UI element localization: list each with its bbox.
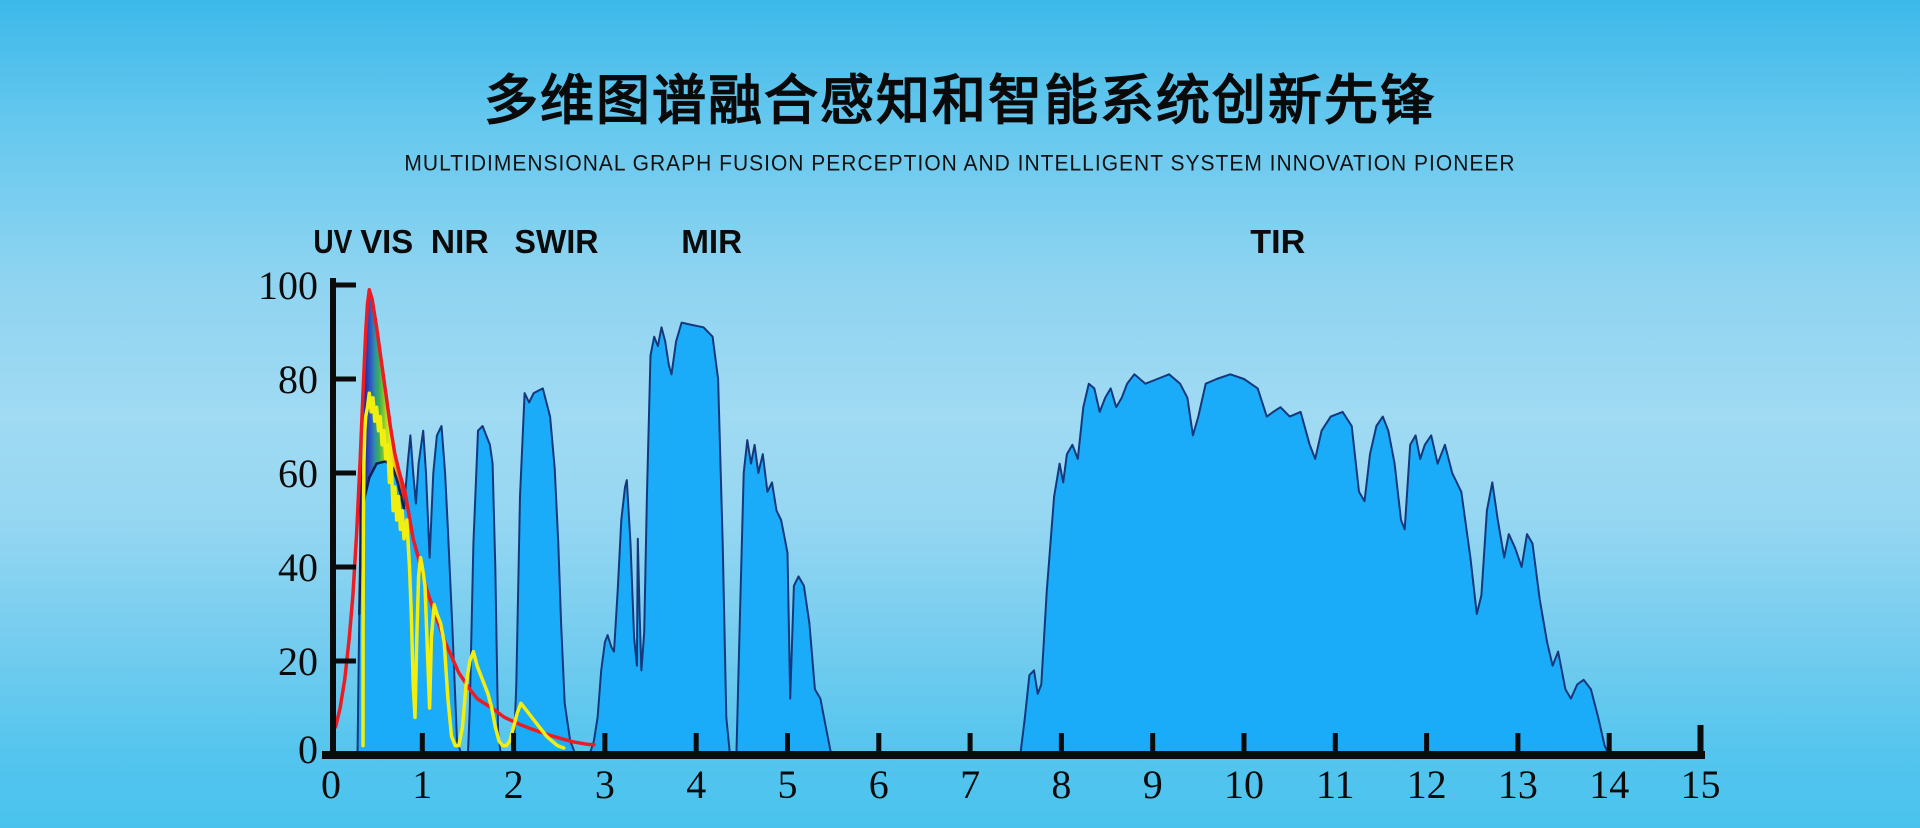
x-tick-label: 13 xyxy=(1498,762,1538,807)
x-tick-label: 3 xyxy=(595,762,615,807)
y-tick xyxy=(336,564,356,570)
page-title: 多维图谱融合感知和智能系统创新先锋 xyxy=(484,71,1436,131)
x-tick xyxy=(419,733,425,751)
x-tick xyxy=(1058,733,1064,751)
x-axis xyxy=(322,751,1705,759)
x-tick xyxy=(967,733,973,751)
band-label-tir: TIR xyxy=(1250,223,1305,260)
x-tick-label: 14 xyxy=(1589,762,1629,807)
x-tick-label: 5 xyxy=(778,762,798,807)
y-tick-label: 100 xyxy=(258,263,318,308)
x-tick-label: 10 xyxy=(1224,762,1264,807)
band-label-mir: MIR xyxy=(681,223,742,260)
x-tick xyxy=(1150,733,1156,751)
x-tick-label: 4 xyxy=(686,762,706,807)
x-tick-label: 9 xyxy=(1143,762,1163,807)
transmission-windows-area xyxy=(356,321,1611,756)
y-tick xyxy=(336,470,356,476)
band-label-uv: UV xyxy=(313,223,352,260)
x-tick-label: 1 xyxy=(412,762,432,807)
x-tick-label: 0 xyxy=(321,762,341,807)
x-tick xyxy=(785,733,790,751)
x-tick-label: 6 xyxy=(869,762,889,807)
y-tick xyxy=(336,658,356,664)
visible-spectrum-gradient xyxy=(359,289,404,614)
x-tick xyxy=(876,733,882,751)
solar-blackbody-curve-line xyxy=(333,287,596,747)
y-tick xyxy=(336,282,356,288)
band-label-swir: SWIR xyxy=(515,223,599,260)
x-tick-label: 15 xyxy=(1681,762,1721,807)
ground-solar-irradiance-line xyxy=(361,391,566,750)
x-tick xyxy=(1515,733,1521,751)
page-subtitle: MULTIDIMENSIONAL GRAPH FUSION PERCEPTION… xyxy=(404,151,1516,176)
y-tick xyxy=(336,376,356,382)
x-tick xyxy=(1332,733,1338,751)
x-tick-label: 11 xyxy=(1316,762,1355,807)
x-tick-label: 8 xyxy=(1051,762,1071,807)
band-label-vis: VIS xyxy=(360,223,413,260)
x-tick xyxy=(1606,733,1612,751)
y-tick-label: 20 xyxy=(278,639,318,684)
x-tick xyxy=(1241,733,1247,751)
x-tick xyxy=(511,733,517,751)
y-tick-label: 60 xyxy=(278,451,318,496)
x-tick xyxy=(1424,733,1430,751)
y-tick-label: 0 xyxy=(298,727,318,772)
x-tick-label: 12 xyxy=(1407,762,1447,807)
x-tick xyxy=(602,733,608,751)
x-axis-endcap xyxy=(1697,725,1704,751)
band-label-nir: NIR xyxy=(431,223,489,260)
y-tick-label: 80 xyxy=(278,357,318,402)
y-axis xyxy=(330,278,336,759)
x-tick xyxy=(693,733,699,751)
y-tick-label: 40 xyxy=(278,545,318,590)
x-tick-label: 7 xyxy=(960,762,980,807)
x-tick-label: 2 xyxy=(504,762,524,807)
